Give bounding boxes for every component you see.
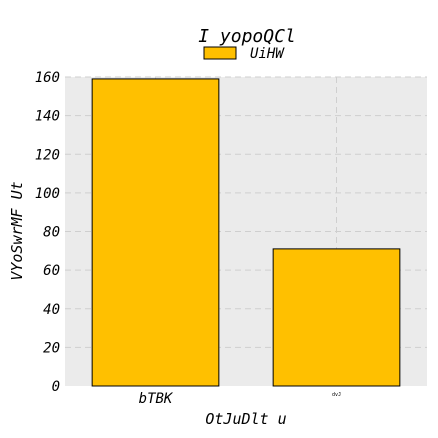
- x-tick-label: bTBK: [139, 391, 174, 407]
- legend-swatch: [203, 46, 237, 60]
- y-tick-label: 100: [35, 186, 60, 202]
- x-tick-label: dvJ: [332, 392, 341, 398]
- y-axis-ticks: 0 20 40 60 80 100 120 140 160: [35, 70, 60, 395]
- y-tick-label: 120: [35, 147, 60, 163]
- y-tick-label: 60: [43, 263, 60, 279]
- y-tick-label: 160: [35, 70, 60, 86]
- y-tick-label: 0: [52, 379, 60, 395]
- chart-title: I yopoQCl: [198, 26, 296, 47]
- bars: [91, 78, 401, 387]
- bar-dvj: [272, 248, 401, 387]
- legend-label: UiHW: [250, 46, 285, 62]
- bar-btbk: [91, 78, 220, 387]
- legend: UiHW: [203, 46, 285, 62]
- y-tick-label: 80: [43, 225, 60, 241]
- y-tick-label: 20: [43, 340, 60, 356]
- y-axis-label: VYoSwrMF Ut: [8, 181, 26, 280]
- y-tick-label: 40: [43, 302, 60, 318]
- x-axis-ticks: bTBK dvJ: [139, 391, 341, 407]
- x-axis-label: OtJuDlt u: [205, 410, 286, 428]
- y-tick-label: 140: [35, 109, 60, 125]
